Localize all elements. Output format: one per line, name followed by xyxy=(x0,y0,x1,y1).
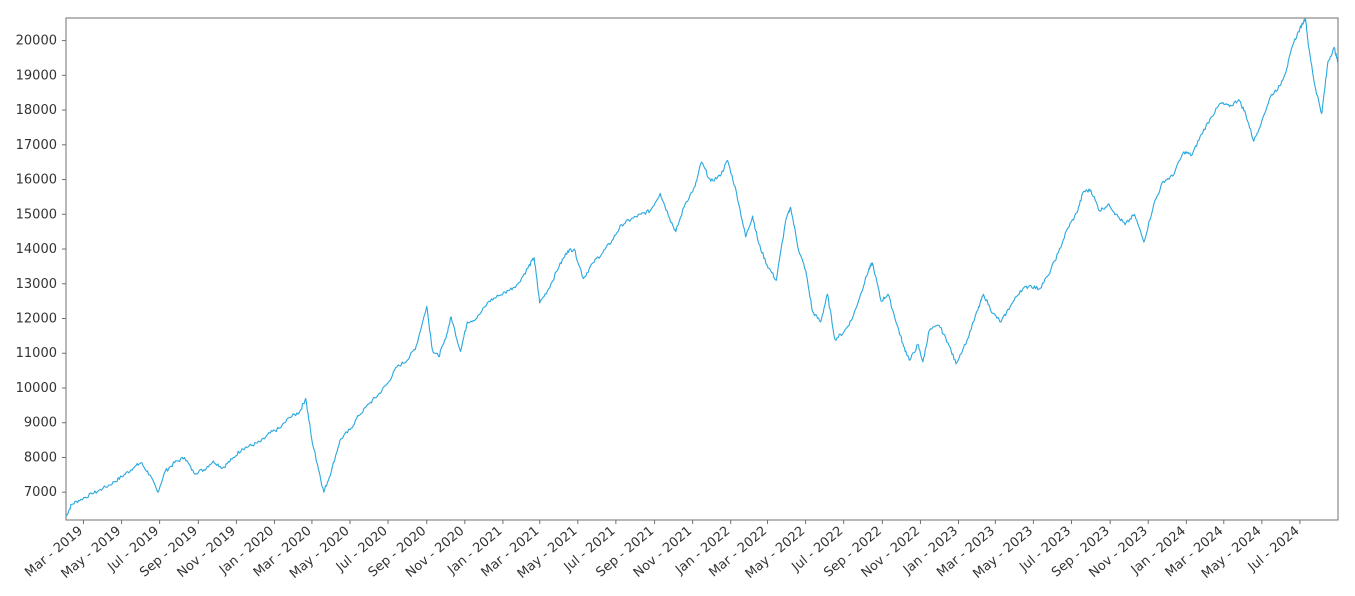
y-tick-label: 16000 xyxy=(16,173,57,188)
series-layer xyxy=(65,17,1339,517)
y-tick-label: 8000 xyxy=(24,450,57,465)
y-tick-label: 18000 xyxy=(16,103,57,118)
y-tick-label: 11000 xyxy=(16,346,57,361)
y-tick-label: 17000 xyxy=(16,138,57,153)
y-tick-label: 15000 xyxy=(16,207,57,222)
y-tick-label: 12000 xyxy=(16,312,57,327)
y-tick-label: 20000 xyxy=(16,34,57,49)
series-line xyxy=(65,17,1339,517)
y-tick-label: 10000 xyxy=(16,381,57,396)
y-tick-label: 13000 xyxy=(16,277,57,292)
plot-area xyxy=(65,17,1339,521)
y-tick-label: 9000 xyxy=(24,416,57,431)
y-tick-label: 7000 xyxy=(24,485,57,500)
y-axis: 7000 8000 9000 10000 11000 12000 13000 14000 150… xyxy=(16,34,66,500)
y-tick-label: 19000 xyxy=(16,68,57,83)
y-tick-label: 14000 xyxy=(16,242,57,257)
